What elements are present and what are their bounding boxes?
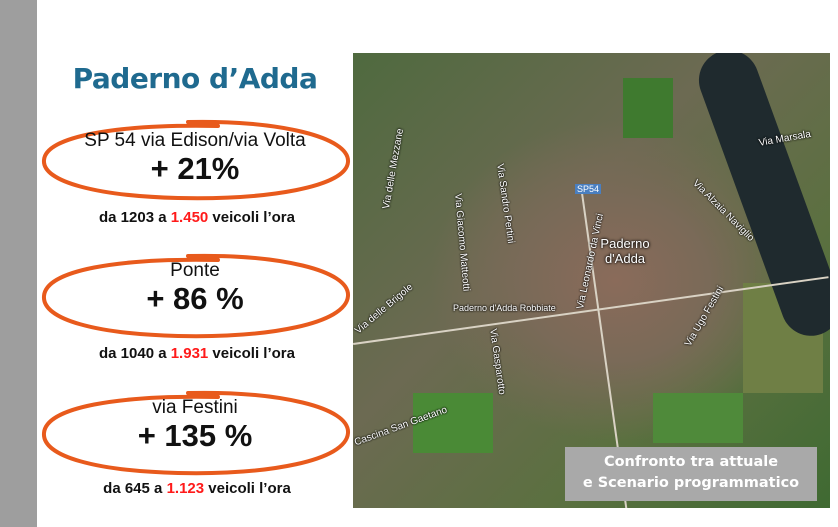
caption-line: Confronto tra attuale [603,454,779,470]
slide-sidebar-bar [0,0,37,527]
change-percent: + 135 % [137,418,253,453]
road-name: via Festini [152,397,238,418]
map-label: Via Gasparotto [487,328,508,396]
map-field [653,393,743,443]
change-percent: + 86 % [146,281,244,316]
map-field [413,393,493,453]
map-label: Paderno d'Adda Robbiate [453,303,556,313]
change-percent: + 21% [150,151,240,186]
satellite-map: Via Marsala Via Alzaia Naviglio Via dell… [353,53,830,508]
map-label: Via Giacomo Matteotti [452,193,472,292]
road-name: Ponte [170,260,220,281]
caption-box: Confronto tra attuale e Scenario program… [565,447,817,501]
road-badge: SP54 [575,184,602,194]
vehicle-count: da 1040 a 1.931 veicoli l’ora [99,345,295,362]
town-label: Paderno d'Adda [600,236,650,266]
page-title: Paderno d’Adda [72,62,318,95]
map-label: Via Sandro Pertini [494,163,517,245]
stat-block-sp54: SP 54 via Edison/via Volta + 21% [38,112,352,201]
hand-drawn-ellipse [42,253,351,339]
map-label: Via delle Brigole [353,281,416,337]
road-name: SP 54 via Edison/via Volta [84,130,306,151]
vehicle-count: da 645 a 1.123 veicoli l’ora [103,480,291,497]
caption-line: e Scenario programmatico [582,475,800,491]
vehicle-count: da 1203 a 1.450 veicoli l’ora [99,209,295,226]
stat-block-ponte: Ponte + 86 % [38,248,352,339]
map-field [623,78,673,138]
hand-drawn-ellipse [42,390,351,476]
map-label: Via delle Mezzane [381,127,406,210]
stat-block-festini: via Festini + 135 % [38,385,352,476]
hand-drawn-ellipse [42,119,350,201]
